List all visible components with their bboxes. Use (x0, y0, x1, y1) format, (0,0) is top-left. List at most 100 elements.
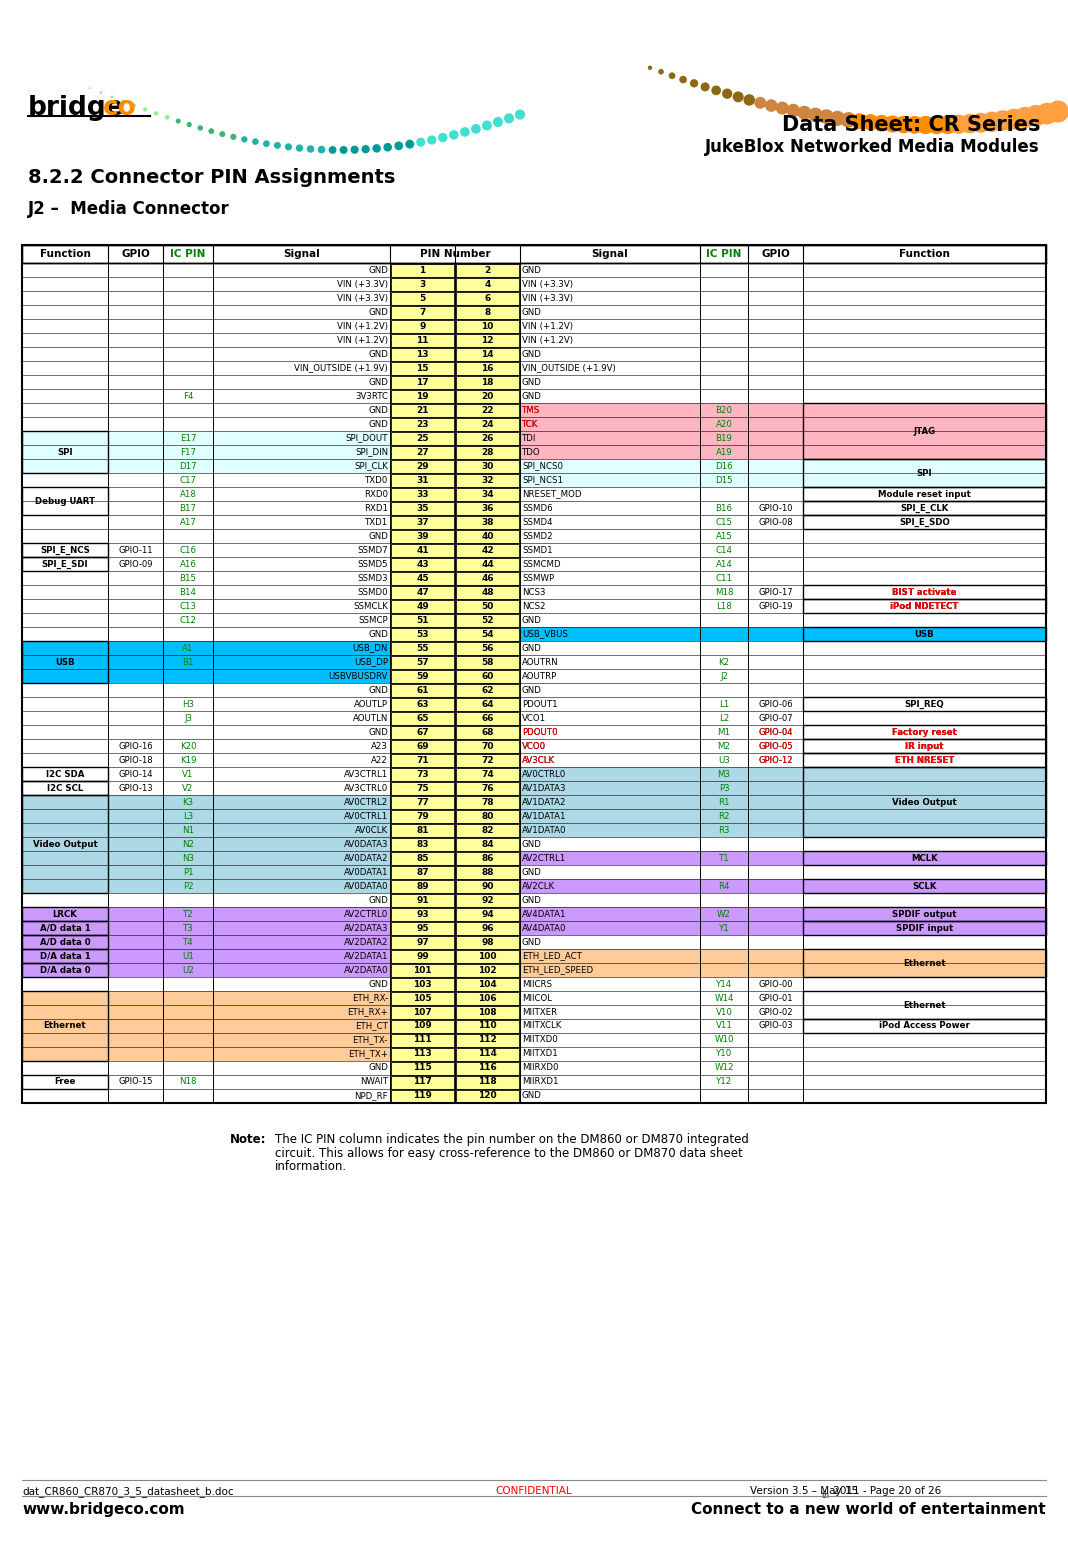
Text: AV2CLK: AV2CLK (522, 882, 555, 890)
Bar (391, 529, 454, 543)
Bar (456, 487, 519, 501)
Text: 65: 65 (417, 714, 428, 722)
Point (170, 109, 187, 134)
Text: SSMD7: SSMD7 (358, 546, 388, 554)
Text: AV0DATA0: AV0DATA0 (344, 882, 388, 890)
Bar (803, 907, 1046, 921)
Text: AV2DATA2: AV2DATA2 (344, 938, 388, 946)
Text: SPI_NCS0: SPI_NCS0 (522, 462, 563, 470)
Text: AOUTRN: AOUTRN (522, 658, 559, 666)
Text: 40: 40 (482, 532, 493, 540)
Text: L18: L18 (717, 602, 732, 610)
Bar (456, 879, 519, 893)
Text: ETH_TX-: ETH_TX- (352, 1035, 388, 1044)
Text: D17: D17 (179, 462, 197, 470)
Text: A18: A18 (179, 490, 197, 498)
Text: GND: GND (522, 1091, 541, 1100)
Text: 1: 1 (420, 266, 426, 274)
Point (192, 115, 209, 140)
Text: 66: 66 (482, 714, 493, 722)
Bar (108, 879, 390, 893)
Point (224, 124, 241, 149)
Text: 94: 94 (481, 910, 493, 918)
Bar (456, 907, 519, 921)
Bar (391, 543, 454, 557)
Bar (456, 711, 519, 725)
Text: ETH_RX-: ETH_RX- (351, 993, 388, 1002)
Bar (520, 1075, 1046, 1089)
Text: 96: 96 (482, 924, 493, 932)
Text: 44: 44 (481, 560, 493, 568)
Text: AV4DATA1: AV4DATA1 (522, 910, 566, 918)
Bar (22, 949, 108, 963)
Bar (108, 291, 390, 305)
Bar (391, 403, 454, 417)
Bar (456, 781, 519, 795)
Text: 53: 53 (417, 630, 428, 638)
Text: AV1DATA1: AV1DATA1 (522, 812, 566, 820)
Point (137, 96, 154, 121)
Bar (456, 1061, 519, 1075)
Text: W14: W14 (714, 993, 734, 1002)
Bar (456, 1019, 519, 1033)
Bar (803, 767, 1046, 837)
Text: GND: GND (368, 350, 388, 358)
Text: 4: 4 (484, 280, 490, 288)
Text: information.: information. (274, 1161, 347, 1173)
Point (478, 114, 496, 138)
Bar (456, 305, 519, 319)
Bar (520, 1089, 1046, 1103)
Point (302, 137, 319, 162)
Point (501, 106, 518, 131)
Text: 49: 49 (417, 602, 429, 610)
Text: 112: 112 (478, 1035, 497, 1044)
Point (423, 128, 440, 152)
Text: A/D data 1: A/D data 1 (40, 924, 91, 932)
Bar (456, 1005, 519, 1019)
Bar (456, 529, 519, 543)
Text: N2: N2 (182, 840, 194, 848)
Bar (520, 515, 1046, 529)
Bar (456, 571, 519, 585)
Bar (456, 1033, 519, 1047)
Text: USB_DN: USB_DN (352, 644, 388, 652)
Text: VIN (+1.2V): VIN (+1.2V) (337, 336, 388, 344)
Text: USB: USB (914, 630, 934, 638)
Text: GND: GND (368, 308, 388, 316)
Text: 57: 57 (417, 658, 429, 666)
Text: VIN (+3.3V): VIN (+3.3V) (337, 280, 388, 288)
Text: 39: 39 (417, 532, 429, 540)
Text: SPI_CLK: SPI_CLK (355, 462, 388, 470)
Bar (22, 244, 1046, 1103)
Point (806, 103, 823, 128)
Bar (108, 445, 390, 459)
Bar (520, 739, 1046, 753)
Bar (520, 501, 1046, 515)
Bar (456, 375, 519, 389)
Text: B1: B1 (183, 658, 193, 666)
Point (928, 112, 945, 137)
Bar (108, 1033, 390, 1047)
Point (972, 110, 989, 135)
Point (851, 109, 868, 134)
Bar (391, 879, 454, 893)
Bar (108, 669, 390, 683)
Text: 80: 80 (482, 812, 493, 820)
Text: Signal: Signal (592, 249, 628, 258)
Text: USB_DP: USB_DP (354, 658, 388, 666)
Text: Factory reset: Factory reset (892, 728, 957, 736)
Bar (391, 641, 454, 655)
Bar (108, 837, 390, 851)
Text: SSMWP: SSMWP (522, 574, 554, 582)
Bar (108, 613, 390, 627)
Text: GPIO-04: GPIO-04 (758, 728, 792, 736)
Bar (391, 431, 454, 445)
Point (752, 90, 769, 115)
Text: 85: 85 (417, 854, 428, 862)
Text: 2011 - Page 20 of 26: 2011 - Page 20 of 26 (830, 1486, 941, 1495)
Text: GPIO-00: GPIO-00 (758, 979, 792, 988)
Text: Y10: Y10 (716, 1049, 733, 1058)
Point (796, 100, 813, 124)
Bar (803, 739, 1046, 753)
Point (512, 103, 529, 128)
